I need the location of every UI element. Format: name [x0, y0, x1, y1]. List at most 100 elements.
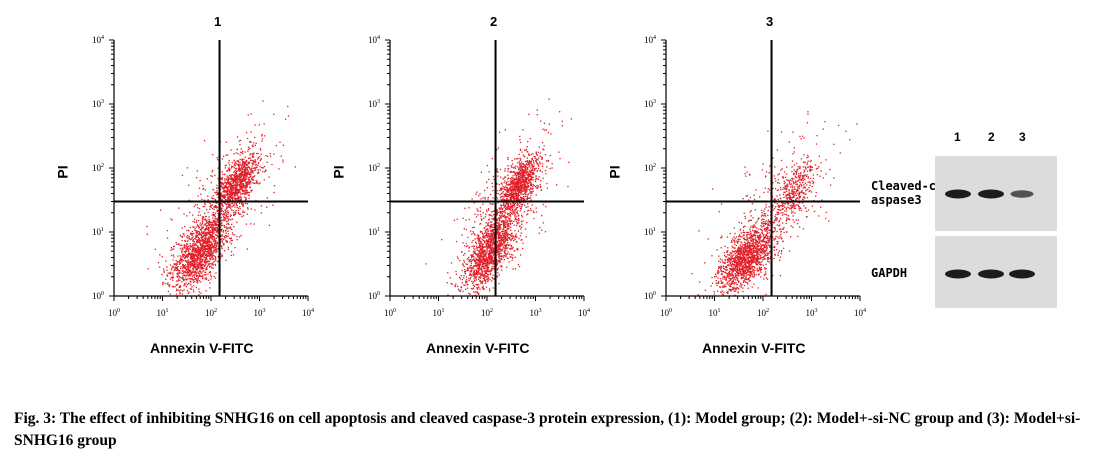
data-point: [201, 240, 203, 242]
data-point: [500, 258, 502, 260]
data-point: [176, 261, 178, 263]
data-point: [463, 284, 465, 286]
data-point: [519, 180, 521, 182]
data-point: [502, 220, 504, 222]
data-point: [515, 240, 518, 243]
data-point: [179, 248, 181, 250]
data-point: [499, 168, 502, 171]
data-point: [227, 168, 229, 170]
data-point: [503, 239, 505, 241]
data-point: [229, 186, 232, 188]
data-point: [505, 231, 507, 233]
data-point: [233, 214, 235, 216]
data-point: [236, 160, 239, 162]
data-point: [502, 178, 504, 180]
data-point: [208, 226, 210, 228]
data-point: [222, 184, 225, 186]
data-point: [202, 235, 204, 237]
data-point: [228, 193, 230, 195]
data-point: [178, 243, 180, 245]
data-point: [502, 221, 504, 223]
data-point: [221, 171, 223, 173]
data-point: [532, 179, 534, 181]
data-point: [178, 278, 180, 280]
data-point: [503, 232, 506, 235]
data-point: [225, 192, 227, 194]
data-point: [487, 242, 489, 244]
data-point: [472, 250, 475, 252]
data-point: [204, 246, 206, 248]
data-point: [505, 181, 507, 184]
data-point: [239, 154, 241, 156]
data-point: [500, 256, 503, 258]
data-point: [228, 159, 230, 162]
data-point: [214, 229, 216, 231]
data-point: [506, 235, 509, 237]
data-point: [474, 275, 476, 277]
data-point: [517, 188, 519, 190]
data-point: [197, 272, 199, 274]
data-point: [255, 179, 257, 182]
data-point: [192, 245, 194, 247]
data-point: [246, 173, 248, 175]
data-point: [514, 206, 516, 208]
data-point: [235, 172, 237, 174]
data-point: [184, 266, 187, 268]
data-point: [199, 263, 201, 265]
data-point: [500, 239, 503, 241]
data-point: [209, 282, 211, 284]
data-point: [177, 276, 179, 278]
data-point: [528, 166, 530, 168]
data-point: [212, 169, 214, 171]
data-point: [207, 245, 210, 247]
data-point: [524, 189, 526, 191]
data-point: [213, 208, 215, 210]
data-point: [240, 151, 242, 153]
data-point: [468, 256, 470, 258]
data-point: [237, 167, 239, 170]
data-point: [227, 202, 229, 204]
data-point: [193, 256, 195, 258]
data-point: [178, 290, 181, 292]
data-point: [476, 263, 478, 266]
data-point: [234, 189, 236, 191]
data-point: [257, 157, 259, 159]
data-point: [224, 250, 226, 252]
data-point: [475, 273, 477, 275]
data-point: [178, 260, 180, 262]
data-point: [496, 250, 498, 252]
data-point: [211, 197, 213, 199]
data-point: [501, 265, 503, 267]
data-point: [171, 276, 173, 279]
data-point: [246, 191, 248, 193]
data-point: [163, 270, 165, 272]
data-point: [520, 198, 522, 200]
data-point: [181, 281, 183, 283]
data-point: [222, 205, 224, 207]
data-point: [186, 245, 188, 248]
data-point: [510, 165, 512, 167]
data-point: [529, 178, 531, 180]
data-point: [240, 139, 242, 142]
data-point: [223, 187, 225, 189]
data-point: [501, 209, 503, 211]
data-point: [225, 226, 227, 228]
data-point: [177, 255, 179, 257]
data-point: [471, 260, 473, 262]
data-point: [221, 245, 223, 247]
data-point: [263, 179, 265, 181]
data-point: [487, 230, 489, 232]
data-point: [523, 176, 525, 179]
data-point: [186, 263, 189, 265]
data-point: [521, 163, 524, 165]
data-point: [246, 175, 248, 177]
data-point: [248, 162, 250, 165]
data-point: [534, 157, 537, 159]
data-point: [514, 183, 516, 185]
data-point: [524, 169, 526, 171]
data-point: [194, 249, 196, 251]
data-point: [186, 265, 188, 268]
data-point: [268, 176, 270, 178]
data-point: [496, 209, 498, 211]
data-point: [213, 206, 215, 208]
